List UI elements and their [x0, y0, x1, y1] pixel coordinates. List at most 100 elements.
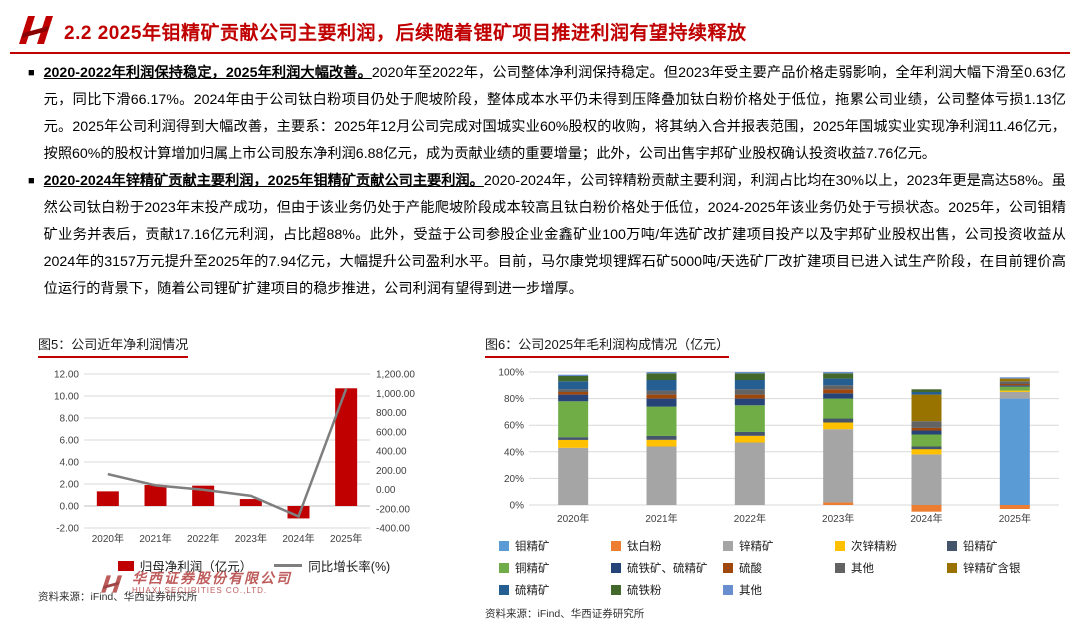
svg-text:-400.00: -400.00 — [376, 524, 410, 535]
legend-item: 其他 — [835, 560, 947, 576]
legend-swatch — [723, 585, 733, 595]
bullet-marker-icon: ■ — [28, 67, 35, 79]
legend-label: 硫精矿 — [515, 585, 550, 597]
svg-text:-200.00: -200.00 — [376, 504, 410, 515]
legend-item: 同比增长率(%) — [274, 556, 390, 575]
legend-item: 硫酸 — [723, 560, 835, 576]
legend-label: 其他 — [739, 585, 762, 597]
svg-text:10.00: 10.00 — [54, 392, 79, 403]
svg-text:12.00: 12.00 — [54, 370, 79, 381]
legend-item: 锌精矿含银 — [947, 560, 1059, 576]
svg-text:2023年: 2023年 — [235, 532, 267, 545]
legend-item: 铅精矿 — [947, 538, 1059, 554]
legend-swatch — [611, 585, 621, 595]
legend-swatch — [947, 563, 957, 573]
bullet-text: 2020-2022年利润保持稳定，2025年利润大幅改善。2020年至2022年… — [44, 60, 1066, 168]
bullet-text: 2020-2024年锌精矿贡献主要利润，2025年钼精矿贡献公司主要利润。202… — [44, 168, 1066, 303]
fig6-chart: 100% 80% 60% 40% 20% 0% 2020年 2021年 2022年 2023年 20… — [498, 368, 1059, 525]
bullet-body: 2020年至2022年，公司整体净利润保持稳定。但2023年受主要产品价格走弱影… — [43, 65, 1066, 162]
bullet-lead: 2020-2022年利润保持稳定，2025年利润大幅改善。 — [43, 65, 372, 81]
legend-swatch — [723, 563, 733, 573]
legend-swatch — [611, 541, 621, 551]
svg-text:20%: 20% — [504, 474, 524, 485]
legend-label: 次锌精粉 — [851, 541, 897, 553]
legend-item: 其他 — [723, 582, 835, 598]
legend-label: 铅精矿 — [963, 541, 998, 553]
legend-label: 钼精矿 — [515, 541, 550, 553]
svg-text:800.00: 800.00 — [376, 408, 407, 419]
legend-item: 归母净利润（亿元） — [117, 556, 252, 575]
svg-text:60%: 60% — [504, 421, 524, 432]
legend-item: 锌精矿 — [723, 538, 835, 554]
fig5-legend: 归母净利润（亿元） 同比增长率(%) — [38, 556, 470, 575]
fig6-source: 资料来源：iFind、华西证券研究所 — [485, 608, 645, 620]
svg-text:2024年: 2024年 — [910, 512, 942, 525]
legend-item: 钛白粉 — [611, 538, 723, 554]
fig6-caption: 图6：公司2025年毛利润构成情况（亿元） — [485, 334, 730, 358]
legend-item: 硫铁粉 — [611, 582, 723, 598]
legend-swatch — [835, 541, 845, 551]
legend-item: 铜精矿 — [499, 560, 611, 576]
svg-text:8.00: 8.00 — [60, 414, 80, 425]
footer-logo-text: 华西证券股份有限公司 HUAXI SECURITIES CO.,LTD. — [132, 572, 292, 596]
svg-text:2.00: 2.00 — [60, 480, 80, 491]
legend-item: 次锌精粉 — [835, 538, 947, 554]
legend-bar-swatch — [117, 560, 134, 571]
legend-label: 同比增长率(%) — [308, 560, 391, 574]
legend-label: 其他 — [851, 563, 874, 575]
svg-text:0.00: 0.00 — [60, 502, 80, 513]
legend-swatch — [499, 563, 509, 573]
bullet-marker-icon: ■ — [28, 175, 35, 187]
legend-swatch — [723, 541, 733, 551]
bullet-body: 2020-2024年，公司锌精粉贡献主要利润，利润占比均在30%以上，2023年… — [43, 173, 1066, 297]
bullet-lead: 2020-2024年锌精矿贡献主要利润，2025年钼精矿贡献公司主要利润。 — [43, 173, 484, 189]
legend-item: 硫铁矿、硫精矿 — [611, 560, 723, 576]
legend-item: 钼精矿 — [499, 538, 611, 554]
fig5-panel: 图5：公司近年净利润情况 12.00 10.00 8.00 6.00 4.00 2.00 0… — [38, 334, 470, 604]
legend-label: 硫铁粉 — [627, 585, 662, 597]
svg-text:2021年: 2021年 — [645, 512, 677, 525]
legend-label: 硫铁矿、硫精矿 — [627, 563, 708, 575]
legend-label: 铜精矿 — [515, 563, 550, 575]
fig5-chart: 12.00 10.00 8.00 6.00 4.00 2.00 0.00 -2.00 1,200… — [54, 370, 415, 546]
legend-label: 锌精矿含银 — [963, 563, 1021, 575]
legend-item: 硫精矿 — [499, 582, 611, 598]
bullet-item: ■ 2020-2022年利润保持稳定，2025年利润大幅改善。2020年至202… — [28, 60, 1066, 168]
bullet-item: ■ 2020-2024年锌精矿贡献主要利润，2025年钼精矿贡献公司主要利润。2… — [28, 168, 1066, 303]
svg-text:80%: 80% — [504, 394, 524, 405]
svg-text:2020年: 2020年 — [557, 512, 589, 525]
svg-text:2021年: 2021年 — [139, 532, 171, 545]
footer-logo: 华西证券股份有限公司 HUAXI SECURITIES CO.,LTD. — [98, 572, 292, 596]
svg-text:2024年: 2024年 — [282, 532, 314, 545]
legend-swatch — [611, 563, 621, 573]
svg-text:1,000.00: 1,000.00 — [376, 389, 415, 400]
legend-line-swatch — [274, 564, 303, 567]
page-title: 2.2 2025年钼精矿贡献公司主要利润，后续随着锂矿项目推进利润有望持续释放 — [64, 23, 747, 44]
svg-text:1,200.00: 1,200.00 — [376, 370, 415, 381]
fig5-source: 资料来源：iFind、华西证券研究所 — [38, 591, 198, 603]
bullet-list: ■ 2020-2022年利润保持稳定，2025年利润大幅改善。2020年至202… — [28, 60, 1066, 303]
footer-logo-cn: 华西证券股份有限公司 — [132, 572, 292, 587]
svg-text:2020年: 2020年 — [92, 532, 124, 545]
svg-text:400.00: 400.00 — [376, 447, 407, 458]
svg-text:0%: 0% — [510, 501, 525, 512]
footer-logo-en: HUAXI SECURITIES CO.,LTD. — [132, 586, 268, 596]
svg-text:2022年: 2022年 — [187, 532, 219, 545]
svg-text:100%: 100% — [498, 368, 524, 379]
huaxi-footer-logo-icon — [101, 575, 123, 593]
fig5-caption: 图5：公司近年净利润情况 — [38, 334, 189, 358]
huaxi-logo-icon — [19, 16, 53, 44]
legend-label: 锌精矿 — [739, 541, 774, 553]
svg-text:2025年: 2025年 — [330, 532, 362, 545]
legend-swatch — [499, 585, 509, 595]
svg-text:40%: 40% — [504, 447, 524, 458]
svg-text:0.00: 0.00 — [376, 485, 396, 496]
svg-text:2022年: 2022年 — [734, 512, 766, 525]
svg-text:600.00: 600.00 — [376, 427, 407, 438]
report-slide: { "header": { "title": "2.2 2025年钼精矿贡献公司… — [10, 16, 1070, 620]
svg-text:-2.00: -2.00 — [56, 524, 79, 535]
fig6-panel: 图6：公司2025年毛利润构成情况（亿元） 100% 80% 60% 40% 20% 0%… — [485, 334, 1071, 621]
svg-text:4.00: 4.00 — [60, 458, 80, 469]
legend-label: 硫酸 — [739, 563, 762, 575]
header-divider — [10, 52, 1070, 54]
